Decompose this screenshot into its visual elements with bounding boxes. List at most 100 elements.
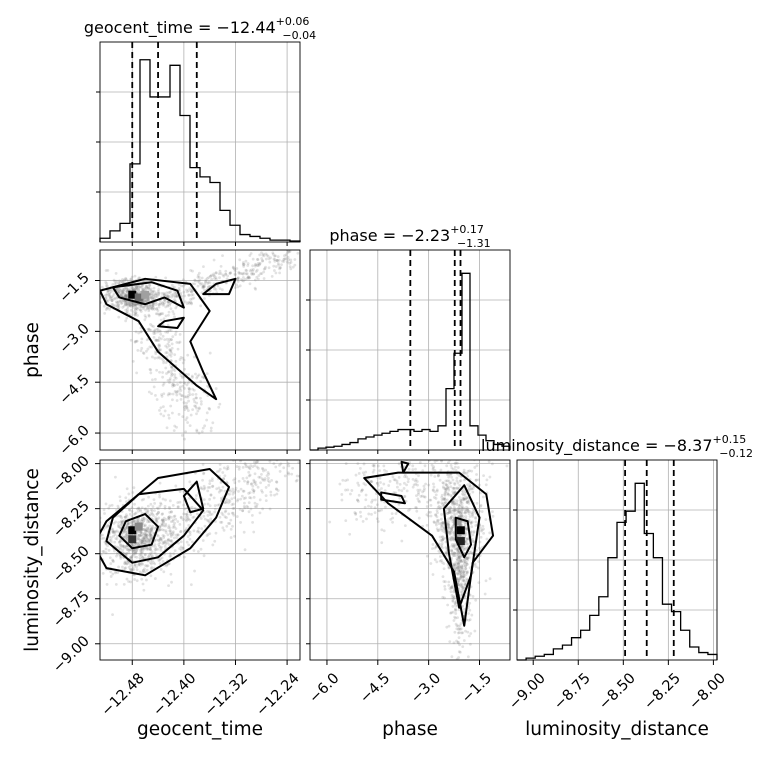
sample-point bbox=[467, 634, 471, 638]
sample-point bbox=[286, 462, 290, 465]
sample-point bbox=[229, 518, 233, 522]
sample-point bbox=[139, 530, 143, 534]
sample-point bbox=[251, 484, 255, 488]
sample-point bbox=[167, 340, 171, 344]
sample-point bbox=[199, 304, 203, 308]
sample-point bbox=[173, 514, 177, 518]
sample-point bbox=[161, 312, 165, 316]
sample-point bbox=[432, 482, 435, 486]
sample-point bbox=[373, 498, 377, 502]
sample-point bbox=[423, 495, 427, 499]
sample-point bbox=[142, 537, 146, 540]
x-axis-label: geocent_time bbox=[137, 719, 263, 740]
sample-point bbox=[201, 462, 205, 466]
sample-point bbox=[124, 533, 128, 537]
sample-point bbox=[227, 501, 230, 505]
sample-point bbox=[111, 531, 115, 535]
sample-point bbox=[459, 564, 463, 568]
sample-point bbox=[208, 479, 212, 483]
sample-point bbox=[272, 246, 275, 249]
sample-point bbox=[148, 296, 152, 299]
sample-point bbox=[112, 529, 116, 533]
sample-point bbox=[196, 529, 200, 533]
sample-point bbox=[452, 505, 456, 509]
sample-point bbox=[173, 285, 176, 289]
sample-point bbox=[115, 529, 119, 533]
sample-point bbox=[169, 554, 173, 558]
sample-point bbox=[449, 485, 453, 489]
sample-point bbox=[125, 525, 129, 528]
sample-point bbox=[123, 287, 127, 291]
sample-point bbox=[144, 288, 148, 292]
sample-point bbox=[453, 483, 457, 486]
sample-point bbox=[154, 338, 158, 342]
sample-point bbox=[147, 519, 151, 523]
sample-point bbox=[122, 294, 125, 298]
sample-point bbox=[232, 478, 236, 482]
sample-point bbox=[491, 462, 494, 466]
sample-point bbox=[283, 254, 286, 258]
sample-point bbox=[109, 575, 113, 578]
sample-point bbox=[465, 562, 469, 566]
sample-point bbox=[435, 509, 439, 512]
sample-point bbox=[473, 562, 477, 566]
sample-point bbox=[209, 274, 213, 278]
sample-point bbox=[164, 539, 168, 543]
sample-point bbox=[233, 267, 237, 271]
sample-point bbox=[144, 535, 148, 538]
sample-point bbox=[193, 282, 197, 286]
sample-point bbox=[224, 509, 228, 513]
sample-point bbox=[431, 488, 435, 492]
sample-point bbox=[146, 537, 150, 541]
sample-point bbox=[143, 531, 146, 535]
sample-point bbox=[155, 512, 159, 516]
sample-point bbox=[170, 293, 174, 297]
sample-point bbox=[219, 520, 223, 524]
sample-point bbox=[244, 268, 248, 272]
sample-point bbox=[109, 540, 113, 544]
sample-point bbox=[447, 580, 451, 584]
sample-point bbox=[113, 296, 117, 300]
sample-point bbox=[130, 285, 134, 289]
sample-point bbox=[162, 520, 165, 524]
sample-point bbox=[414, 467, 417, 471]
sample-point bbox=[160, 393, 163, 396]
sample-point bbox=[179, 355, 183, 359]
sample-point bbox=[436, 473, 440, 477]
sample-point bbox=[117, 525, 121, 529]
sample-point bbox=[433, 490, 437, 494]
sample-point bbox=[479, 535, 483, 539]
sample-point bbox=[165, 337, 169, 341]
sample-point bbox=[140, 330, 143, 333]
sample-point bbox=[264, 438, 267, 441]
sample-point bbox=[461, 498, 465, 502]
sample-point bbox=[293, 263, 297, 267]
sample-point bbox=[357, 472, 361, 475]
sample-point bbox=[455, 486, 459, 490]
sample-point bbox=[451, 500, 454, 504]
sample-point bbox=[354, 511, 358, 515]
sample-point bbox=[100, 301, 102, 304]
sample-point bbox=[465, 570, 469, 574]
sample-point bbox=[229, 489, 233, 493]
sample-point bbox=[113, 530, 117, 534]
sample-point bbox=[465, 496, 469, 500]
sample-point bbox=[472, 539, 475, 543]
sample-point bbox=[460, 506, 464, 510]
sample-point bbox=[157, 511, 160, 514]
sample-point bbox=[149, 371, 153, 375]
sample-point bbox=[272, 462, 276, 466]
sample-point bbox=[422, 489, 426, 493]
sample-point bbox=[233, 286, 237, 290]
sample-point bbox=[463, 522, 467, 526]
sample-point bbox=[455, 562, 458, 566]
sample-point bbox=[159, 406, 163, 410]
sample-point bbox=[172, 518, 175, 522]
sample-point bbox=[452, 530, 456, 534]
sample-point bbox=[378, 476, 382, 480]
sample-point bbox=[294, 479, 298, 483]
sample-point bbox=[208, 532, 212, 536]
sample-point bbox=[254, 262, 257, 266]
sample-point bbox=[455, 476, 459, 480]
sample-point bbox=[228, 500, 232, 503]
